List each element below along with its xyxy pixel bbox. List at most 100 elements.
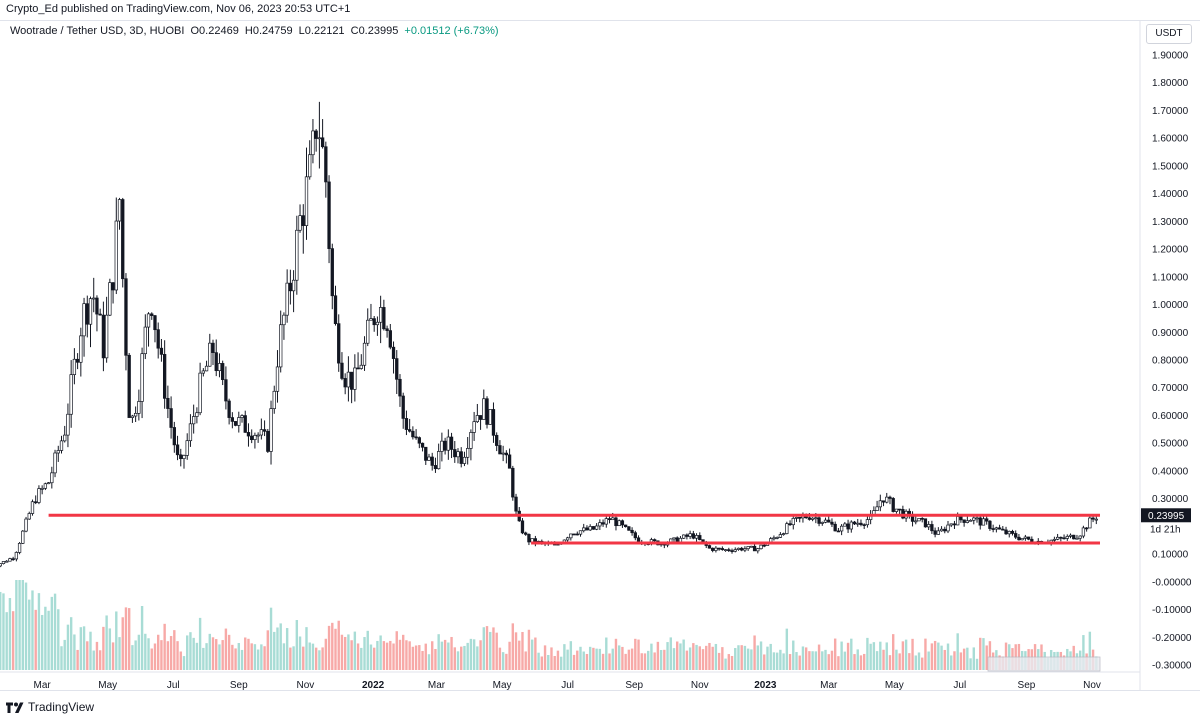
- candle-body: [594, 525, 599, 530]
- candle-body: [417, 437, 421, 444]
- volume-bar: [901, 641, 905, 670]
- volume-bar: [266, 630, 270, 670]
- volume-bar: [73, 634, 76, 670]
- volume-bar: [904, 639, 908, 670]
- candle-body: [449, 436, 454, 450]
- volume-bar: [730, 655, 734, 670]
- volume-bar: [34, 609, 37, 670]
- y-tick-label: 1.20000: [1152, 245, 1189, 256]
- candle-body: [24, 518, 28, 532]
- volume-bar: [727, 654, 730, 670]
- y-tick-label: 0.80000: [1152, 356, 1189, 367]
- volume-bar: [124, 607, 128, 670]
- candle-body: [1088, 517, 1092, 529]
- candle-body: [375, 321, 380, 326]
- candle-body: [846, 523, 850, 530]
- volume-bar: [86, 641, 89, 670]
- volume-bar: [302, 646, 305, 670]
- candle-body: [930, 524, 934, 532]
- volume-bar: [153, 643, 157, 670]
- volume-bar: [189, 632, 192, 670]
- volume-bar: [737, 645, 740, 670]
- volume-bar: [366, 630, 369, 670]
- candle-body: [1026, 536, 1031, 540]
- volume-bar: [779, 649, 782, 670]
- volume-bar: [95, 641, 99, 670]
- volume-bar: [157, 634, 160, 670]
- candle-body: [137, 401, 141, 414]
- volume-bar: [508, 641, 511, 670]
- candle-body: [291, 279, 296, 292]
- volume-bar: [76, 649, 79, 670]
- candle-body: [279, 324, 283, 368]
- volume-bar: [569, 641, 573, 670]
- candle-body: [830, 521, 834, 525]
- volume-bar: [285, 628, 289, 670]
- candle-body: [349, 371, 354, 390]
- y-tick-label: 1.70000: [1152, 106, 1189, 117]
- y-tick-label: 0.10000: [1152, 550, 1189, 561]
- candle-body: [140, 353, 144, 402]
- volume-bar: [231, 644, 234, 670]
- currency-button[interactable]: USDT: [1146, 24, 1192, 44]
- volume-bar: [66, 624, 70, 670]
- volume-bar: [611, 648, 614, 670]
- volume-bar: [198, 617, 202, 670]
- symbol-name: Wootrade / Tether USD, 3D, HUOBI: [10, 25, 185, 37]
- candle-body: [885, 496, 889, 503]
- volume-bar: [824, 649, 827, 670]
- volume-bar: [608, 653, 611, 670]
- candle-body: [617, 520, 621, 527]
- footer-brand[interactable]: TradingView: [6, 700, 94, 714]
- volume-bar: [150, 648, 153, 670]
- candle-body: [959, 516, 963, 521]
- volume-bar: [431, 641, 434, 670]
- candle-body: [114, 220, 118, 291]
- x-tick-label: Mar: [820, 680, 838, 691]
- candle-body: [27, 513, 31, 520]
- candle-body: [430, 456, 434, 466]
- candle-body: [382, 307, 386, 330]
- close-value: C0.23995: [350, 25, 399, 37]
- candle-body: [717, 547, 721, 550]
- y-tick-label: 1.50000: [1152, 161, 1189, 172]
- candle-body: [266, 430, 270, 452]
- volume-bar: [166, 641, 170, 670]
- volume-bar: [489, 631, 492, 670]
- candle-body: [472, 421, 476, 433]
- candle-body: [124, 278, 128, 356]
- volume-bar: [476, 646, 479, 670]
- volume-bar: [331, 622, 334, 670]
- volume-bar: [121, 617, 124, 670]
- candle-body: [353, 367, 357, 390]
- candle-body: [985, 518, 989, 522]
- candle-body: [98, 313, 102, 316]
- candle-body: [43, 483, 48, 489]
- candle-body: [720, 548, 724, 550]
- candle-body: [575, 533, 579, 536]
- candle-body: [117, 199, 122, 222]
- candle-body: [337, 323, 341, 364]
- volume-bar: [192, 637, 195, 670]
- volume-bar: [350, 640, 353, 670]
- candle-body: [914, 520, 918, 523]
- volume-bar: [469, 638, 473, 670]
- candle-body: [133, 413, 138, 417]
- candle-body: [798, 517, 802, 519]
- volume-bar: [418, 645, 421, 670]
- candle-body: [1020, 537, 1024, 541]
- volume-bar: [385, 642, 389, 670]
- open-value: O0.22469: [190, 25, 239, 37]
- candle-body: [888, 496, 892, 499]
- candle-body: [378, 307, 383, 323]
- volume-bar: [218, 644, 221, 670]
- x-tick-label: Nov: [297, 680, 315, 691]
- candle-body: [343, 378, 347, 388]
- candle-body: [243, 415, 247, 433]
- volume-bar: [405, 640, 408, 670]
- volume-bar: [630, 648, 634, 670]
- volume-bar: [937, 642, 940, 670]
- volume-bar: [698, 646, 701, 670]
- candle-body: [311, 130, 315, 156]
